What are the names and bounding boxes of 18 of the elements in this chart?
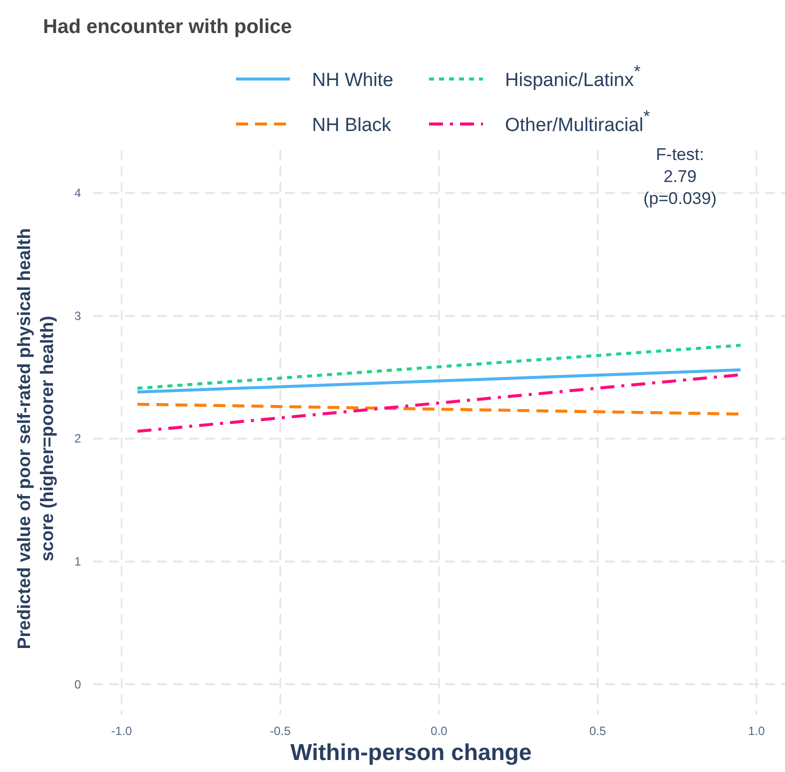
chart-title: Had encounter with police bbox=[43, 16, 292, 38]
legend-label: NH White bbox=[312, 70, 394, 91]
legend-label: Other/Multiracial$^{*}$ bbox=[505, 106, 650, 136]
y-axis-title: Predicted value of poor self-rated physical health score (higher=poorer health) bbox=[14, 228, 57, 650]
x-axis-title: Within-person change bbox=[290, 739, 532, 765]
y-tick-label: 3 bbox=[74, 308, 82, 323]
x-tick-label: 1.0 bbox=[748, 724, 766, 738]
y-tick-label: 4 bbox=[74, 186, 82, 200]
legend-label: NH Black bbox=[312, 115, 392, 136]
x-tick-label: 0.5 bbox=[589, 724, 606, 738]
legend-label: Hispanic/Latinx$^{*}$ bbox=[505, 62, 641, 91]
x-tick-label: -0.5 bbox=[270, 724, 291, 738]
x-tick-label: -1.0 bbox=[111, 724, 132, 738]
x-tick-label: 0.0 bbox=[430, 724, 448, 738]
annotation: F-test: 2.79 (p=0.039) bbox=[643, 145, 717, 208]
y-tick-label: 0 bbox=[74, 677, 82, 692]
y-tick-label: 2 bbox=[74, 432, 82, 446]
y-tick-label: 1 bbox=[74, 554, 82, 568]
